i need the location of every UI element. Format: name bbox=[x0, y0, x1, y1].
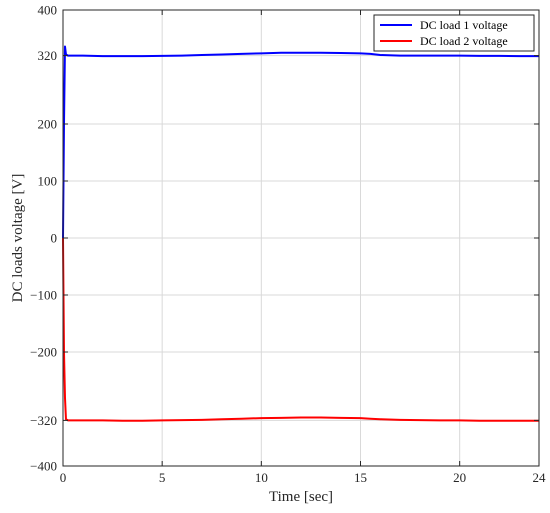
y-axis-label: DC loads voltage [V] bbox=[10, 174, 26, 303]
x-tick-label: 20 bbox=[453, 470, 466, 485]
x-tick-label: 0 bbox=[60, 470, 67, 485]
x-axis-label: Time [sec] bbox=[269, 489, 333, 505]
y-tick-label: 100 bbox=[38, 174, 58, 189]
y-tick-label: 200 bbox=[38, 117, 58, 132]
y-tick-label: 320 bbox=[38, 48, 58, 63]
x-tick-label: 15 bbox=[354, 470, 367, 485]
series-line-1 bbox=[62, 45, 539, 239]
y-tick-label: −320 bbox=[30, 413, 57, 428]
legend: DC load 1 voltage DC load 2 voltage bbox=[373, 14, 535, 52]
x-tick-label: 5 bbox=[159, 470, 166, 485]
y-tick-label: 400 bbox=[38, 3, 58, 18]
series-line-2 bbox=[62, 237, 539, 422]
y-tick-label: −100 bbox=[30, 288, 57, 303]
legend-box bbox=[373, 14, 535, 52]
legend-entry-dc-load-2: DC load 2 voltage bbox=[420, 34, 508, 48]
x-tick-label: 24 bbox=[533, 470, 547, 485]
legend-entry-dc-load-1: DC load 1 voltage bbox=[420, 18, 508, 32]
axis-ticks: 0 5 10 15 20 24 400 320 200 100 0 −100 −200 −320 −400 bbox=[30, 3, 546, 486]
y-tick-label: −400 bbox=[30, 459, 57, 474]
y-tick-label: 0 bbox=[51, 231, 58, 246]
y-tick-label: −200 bbox=[30, 345, 57, 360]
series-lines bbox=[62, 45, 539, 422]
x-tick-label: 10 bbox=[255, 470, 268, 485]
